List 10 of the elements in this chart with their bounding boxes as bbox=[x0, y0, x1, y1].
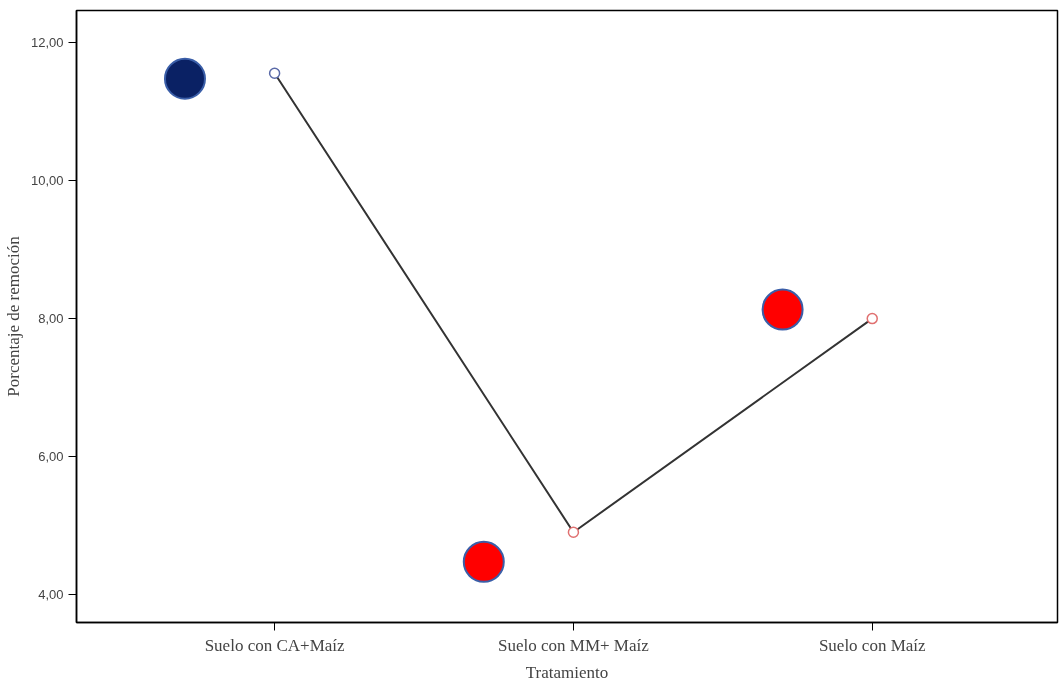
x-tick-label: Suelo con Maíz bbox=[818, 635, 927, 655]
x-axis-title: Tratamiento bbox=[525, 662, 609, 682]
y-tick-label: 12,00 bbox=[30, 35, 64, 51]
y-tick-label: 6,00 bbox=[38, 448, 64, 464]
y-tick-label: 8,00 bbox=[38, 311, 64, 327]
y-tick-label: 10,00 bbox=[30, 173, 64, 189]
x-tick-label: Suelo con MM+ Maíz bbox=[498, 635, 650, 655]
y-axis-title: Porcentaje de remoción bbox=[3, 235, 23, 397]
x-tick-label: Suelo con CA+Maíz bbox=[204, 635, 346, 655]
y-tick-label: 4,00 bbox=[38, 586, 64, 602]
